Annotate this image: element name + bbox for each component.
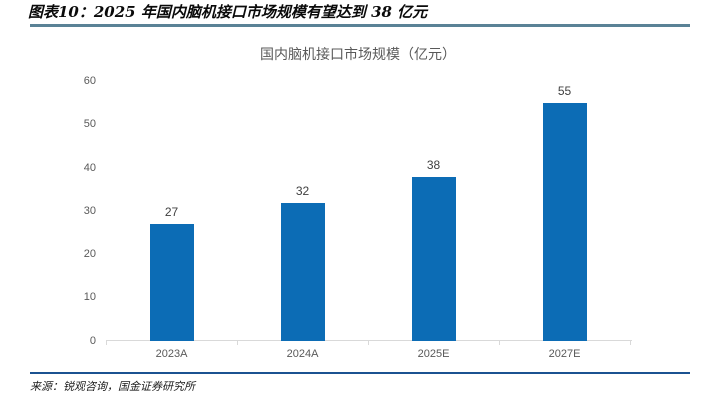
bar-value-label: 32 [295,183,310,198]
x-axis-label: 2023A [155,348,188,360]
chart-title: 国内脑机接口市场规模（亿元） [260,46,456,62]
y-axis-label: 60 [83,75,96,87]
x-axis-tick [237,341,238,345]
footer-divider [30,372,690,374]
y-axis-label: 50 [83,118,96,131]
caption-divider [30,24,690,27]
bar [280,202,325,341]
x-axis-line [106,340,632,341]
y-axis-label: 30 [83,204,96,217]
x-axis-tick [499,341,500,345]
y-axis-label: 20 [83,248,96,260]
bar-value-label: 27 [164,205,179,220]
bar [149,224,194,341]
y-axis-label: 10 [83,291,96,304]
y-axis-label: 0 [89,334,96,347]
bar-value-label: 38 [426,157,441,172]
figure-caption: 图表10：2025 年国内脑机接口市场规模有望达到 38 亿元 [28,3,428,21]
bar [411,176,456,341]
source-note: 来源：锐观咨询，国金证券研究所 [30,380,195,393]
bar [542,103,587,341]
x-axis-label: 2025E [417,348,450,360]
x-axis-label: 2024A [286,348,319,360]
x-axis-tick [106,341,107,345]
x-axis-tick [630,341,631,345]
bar-value-label: 55 [557,84,572,99]
x-axis-tick [368,341,369,345]
x-axis-label: 2027E [548,348,581,360]
y-axis-label: 40 [83,161,96,174]
